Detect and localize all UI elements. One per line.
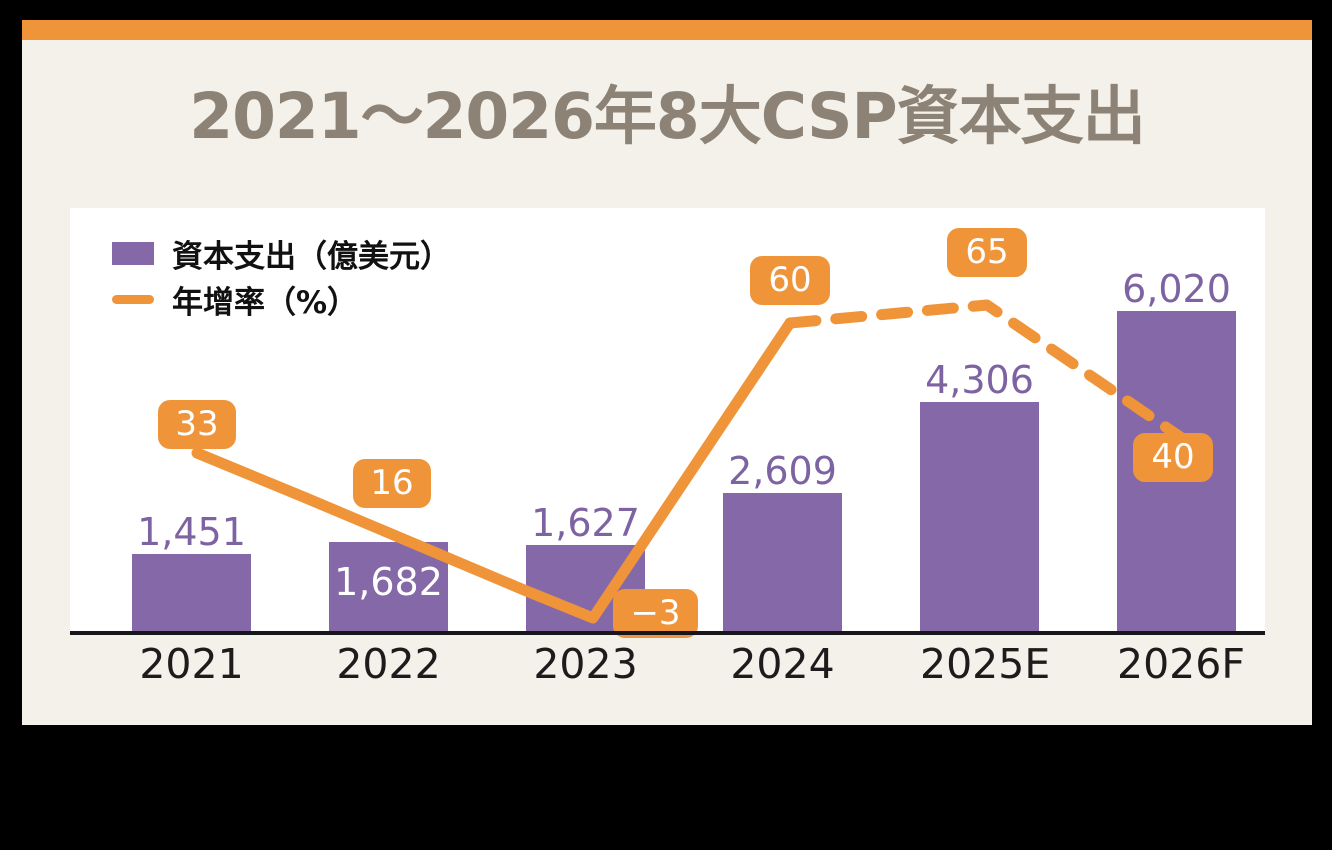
bar-2024: [723, 493, 842, 632]
accent-band: [22, 20, 1312, 40]
bar-label-2022: 1,682: [334, 560, 443, 604]
x-tick-2024: 2024: [730, 640, 835, 688]
legend-square-icon: [112, 241, 154, 265]
x-axis-labels: 2021 2022 2023 2024 2025E 2026F: [70, 640, 1265, 700]
x-tick-2023: 2023: [533, 640, 638, 688]
pct-badge-2021: 33: [158, 400, 236, 449]
chart-card: 2021～2026年8大CSP資本支出 資本支出（億美元） 年增率（%）: [22, 20, 1312, 725]
legend-item-capex: 資本支出（億美元）: [112, 230, 451, 276]
bar-label-2024: 2,609: [728, 449, 837, 493]
pct-badge-2023: −3: [613, 589, 698, 638]
legend-label-capex: 資本支出（億美元）: [172, 238, 451, 275]
bar-label-2026F: 6,020: [1122, 267, 1231, 311]
x-axis-line: [70, 631, 1265, 635]
chart-legend: 資本支出（億美元） 年增率（%）: [112, 230, 451, 322]
legend-item-growth: 年增率（%）: [112, 276, 451, 322]
legend-line-icon: [112, 294, 154, 304]
x-tick-2026F: 2026F: [1117, 640, 1245, 688]
growth-line-solid-segment: [191, 317, 796, 624]
bar-label-2021: 1,451: [137, 510, 246, 554]
bar-2021: [132, 554, 251, 632]
pct-badge-2025E: 65: [947, 228, 1027, 277]
plot-panel: 資本支出（億美元） 年增率（%） 1,451 1,682 1,627: [70, 208, 1265, 638]
x-tick-2021: 2021: [139, 640, 244, 688]
pct-badge-2026F: 40: [1133, 433, 1213, 482]
x-tick-2025E: 2025E: [920, 640, 1051, 688]
bar-label-2025E: 4,306: [925, 358, 1034, 402]
bar-label-2023: 1,627: [531, 501, 640, 545]
legend-label-growth: 年增率（%）: [172, 284, 359, 321]
plot-area: 1,451 1,682 1,627 2,609 4,306 6,020 33 1…: [70, 208, 1265, 638]
page-title: 2021～2026年8大CSP資本支出: [189, 80, 1145, 153]
pct-badge-2024: 60: [750, 256, 830, 305]
pct-badge-2022: 16: [353, 459, 431, 508]
bar-2025E: [920, 402, 1039, 632]
x-tick-2022: 2022: [336, 640, 441, 688]
